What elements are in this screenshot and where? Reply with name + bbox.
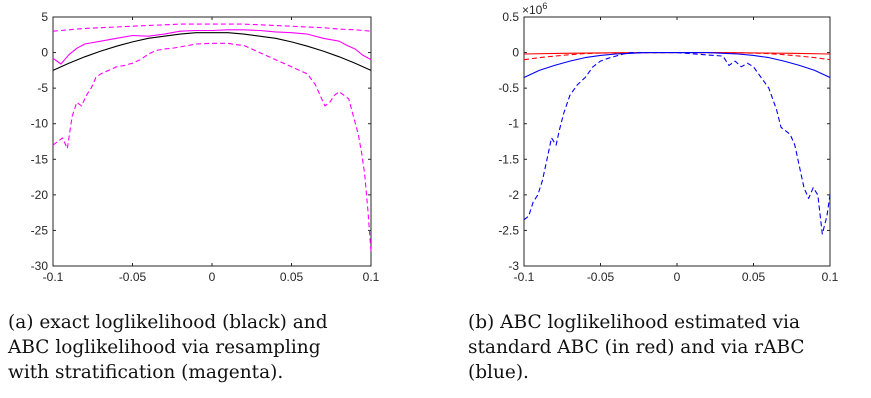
y-tick-label: -2 — [508, 188, 519, 202]
x-tick-label: -0.1 — [514, 270, 535, 284]
caption-a-line-1: (a) exact loglikelihood (black) and — [8, 312, 328, 333]
series-line-3 — [523, 52, 831, 235]
y-tick-label: -20 — [31, 188, 49, 202]
series-line-0 — [52, 32, 372, 71]
x-tick-label: 0.1 — [363, 270, 380, 284]
x-tick-label: 0 — [674, 270, 681, 284]
x-tick-label: 0.05 — [280, 270, 304, 284]
y-tick-label: 0 — [41, 46, 48, 60]
y-tick-label: -30 — [31, 259, 49, 273]
x-tick-label: 0.1 — [822, 270, 839, 284]
panel-b-chart: -0.1 -0.05 0 0.05 0.1 0.5 0 -0.5 -1 -1.5 -2 -2.5 -3 ×… — [498, 1, 838, 284]
axes-box — [52, 16, 372, 267]
y-tick-label: -15 — [31, 152, 49, 166]
caption-b-line-3: (blue). — [468, 362, 529, 383]
panel-a-chart: -0.1 -0.05 0 0.05 0.1 5 0 -5 -10 -15 -20 -25 -30 — [31, 10, 380, 284]
x-tick-label: -0.05 — [587, 270, 615, 284]
y-tick-label: -2.5 — [498, 223, 519, 237]
caption-a-line-2: ABC loglikelihood via resampling — [8, 337, 321, 358]
y-tick-label: -25 — [31, 223, 49, 237]
x-tick-label: 0 — [209, 270, 216, 284]
y-tick-label: -10 — [31, 117, 49, 131]
y-tick-label: -1 — [508, 117, 519, 131]
caption-b-line-2: standard ABC (in red) and via rABC — [468, 337, 805, 358]
caption-b-line-1: (b) ABC loglikelihood estimated via — [468, 312, 800, 333]
caption-b: (b) ABC loglikelihood estimated via stan… — [468, 310, 868, 385]
series-line-1 — [52, 29, 372, 65]
y-tick-label: -0.5 — [498, 81, 519, 95]
y-tick-label: 0 — [512, 46, 519, 60]
caption-a: (a) exact loglikelihood (black) and ABC … — [8, 310, 408, 385]
series-line-3 — [52, 42, 372, 252]
y-tick-label: -5 — [37, 81, 48, 95]
x-tick-label: -0.1 — [43, 270, 64, 284]
x-tick-label: 0.05 — [742, 270, 766, 284]
series-line-2 — [523, 52, 831, 78]
x-tick-label: -0.05 — [119, 270, 147, 284]
y-tick-label: -3 — [508, 259, 519, 273]
y-tick-label: -1.5 — [498, 152, 519, 166]
series-line-2 — [52, 23, 372, 32]
y-exponent-label: ×106 — [522, 1, 547, 17]
caption-a-line-3: with stratification (magenta). — [8, 362, 284, 383]
y-tick-label: 0.5 — [502, 10, 519, 24]
y-tick-label: 5 — [41, 10, 48, 24]
